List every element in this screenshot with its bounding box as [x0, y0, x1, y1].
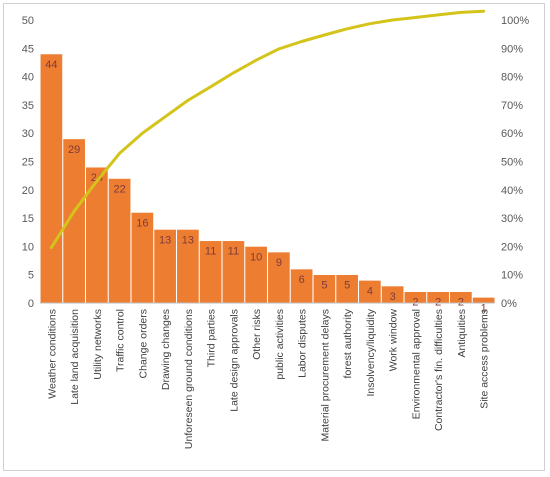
data-label-6: 13 [182, 234, 194, 246]
cumulative-percentage-line [49, 9, 486, 249]
data-label-1: 29 [68, 144, 80, 156]
data-label-9: 10 [250, 251, 262, 263]
left-tick-label: 50 [22, 15, 34, 27]
pareto-chart: 442924221613131111109655432221 051015202… [22, 9, 529, 449]
category-label-3: Traffic control [115, 309, 127, 372]
bars-group [39, 53, 496, 304]
left-tick-label: 20 [22, 185, 34, 197]
category-label-19: Site access problems [479, 309, 491, 409]
left-tick-label: 0 [28, 298, 34, 310]
category-label-10: public activities [274, 309, 286, 380]
category-label-2: Utility networks [92, 309, 104, 380]
category-label-1: Late land acquisition [69, 309, 81, 405]
right-tick-label: 10% [501, 270, 523, 282]
category-label-16: Environmental approval [410, 309, 422, 419]
data-label-11: 6 [299, 274, 305, 286]
data-label-13: 5 [344, 280, 350, 292]
category-label-8: Late design approvals [228, 309, 240, 412]
chart-frame: 442924221613131111109655432221 051015202… [3, 3, 545, 471]
bar-0 [39, 53, 63, 304]
left-tick-label: 25 [22, 157, 34, 169]
data-label-3: 22 [114, 183, 126, 195]
data-label-12: 5 [321, 280, 327, 292]
right-tick-label: 90% [501, 43, 523, 55]
right-tick-label: 100% [501, 15, 529, 27]
category-label-14: Insolvency/liquidity [365, 308, 377, 396]
left-tick-label: 10 [22, 241, 34, 253]
left-tick-label: 30 [22, 128, 34, 140]
category-label-18: Antiquities [456, 309, 468, 357]
category-label-0: Weather conditions [46, 309, 58, 399]
left-axis-ticks: 0 5 10 15 20 25 30 35 40 45 50 [22, 15, 34, 310]
cumulative-line-group [49, 9, 486, 249]
right-axis-ticks: 0% 10% 20% 30% 40% 50% 60% 70% 80% 90% 100% [501, 15, 529, 310]
category-label-13: forest authority [342, 308, 354, 378]
category-label-4: Change orders [137, 309, 149, 378]
left-tick-label: 35 [22, 100, 34, 112]
category-labels: Weather conditions Late land acquisition U… [46, 308, 490, 449]
data-label-19: 1 [481, 302, 487, 314]
right-tick-label: 40% [501, 185, 523, 197]
bar-2 [85, 166, 109, 304]
right-tick-label: 0% [501, 298, 517, 310]
category-label-12: Material procurement delays [319, 309, 331, 441]
right-tick-label: 60% [501, 128, 523, 140]
data-label-5: 13 [159, 234, 171, 246]
category-label-9: Other risks [251, 309, 263, 360]
category-label-15: Work window [388, 309, 400, 372]
category-label-7: Third parties [206, 309, 218, 367]
left-tick-label: 5 [28, 270, 34, 282]
data-label-10: 9 [276, 257, 282, 269]
data-label-7: 11 [205, 246, 216, 258]
right-tick-label: 50% [501, 157, 523, 169]
right-tick-label: 70% [501, 100, 523, 112]
data-label-4: 16 [136, 217, 148, 229]
category-label-11: Labor disputes [297, 309, 309, 378]
category-label-17: Contractor's fin. difficulties [433, 309, 445, 431]
right-tick-label: 80% [501, 72, 523, 84]
data-label-8: 11 [228, 246, 239, 258]
right-tick-label: 30% [501, 213, 523, 225]
right-tick-label: 20% [501, 241, 523, 253]
left-tick-label: 40 [22, 72, 34, 84]
data-label-15: 3 [390, 291, 396, 303]
left-tick-label: 15 [22, 213, 34, 225]
left-tick-label: 45 [22, 43, 34, 55]
data-label-0: 44 [45, 59, 57, 71]
data-label-14: 4 [367, 285, 373, 297]
bar-3 [108, 178, 132, 304]
category-label-6: Unforeseen ground conditions [183, 309, 195, 449]
category-label-5: Drawing changes [160, 309, 172, 390]
